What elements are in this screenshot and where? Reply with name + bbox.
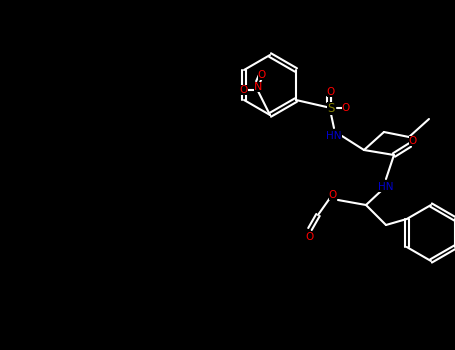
Text: HN: HN	[378, 182, 394, 192]
Text: O: O	[240, 85, 248, 95]
Text: O: O	[409, 136, 417, 146]
Text: O: O	[342, 103, 350, 113]
Text: HN: HN	[326, 131, 342, 141]
Text: N: N	[254, 82, 262, 92]
Text: O: O	[327, 87, 335, 97]
Text: O: O	[258, 70, 266, 80]
Text: O: O	[306, 232, 314, 242]
Text: S: S	[327, 102, 335, 114]
Text: O: O	[329, 190, 337, 200]
